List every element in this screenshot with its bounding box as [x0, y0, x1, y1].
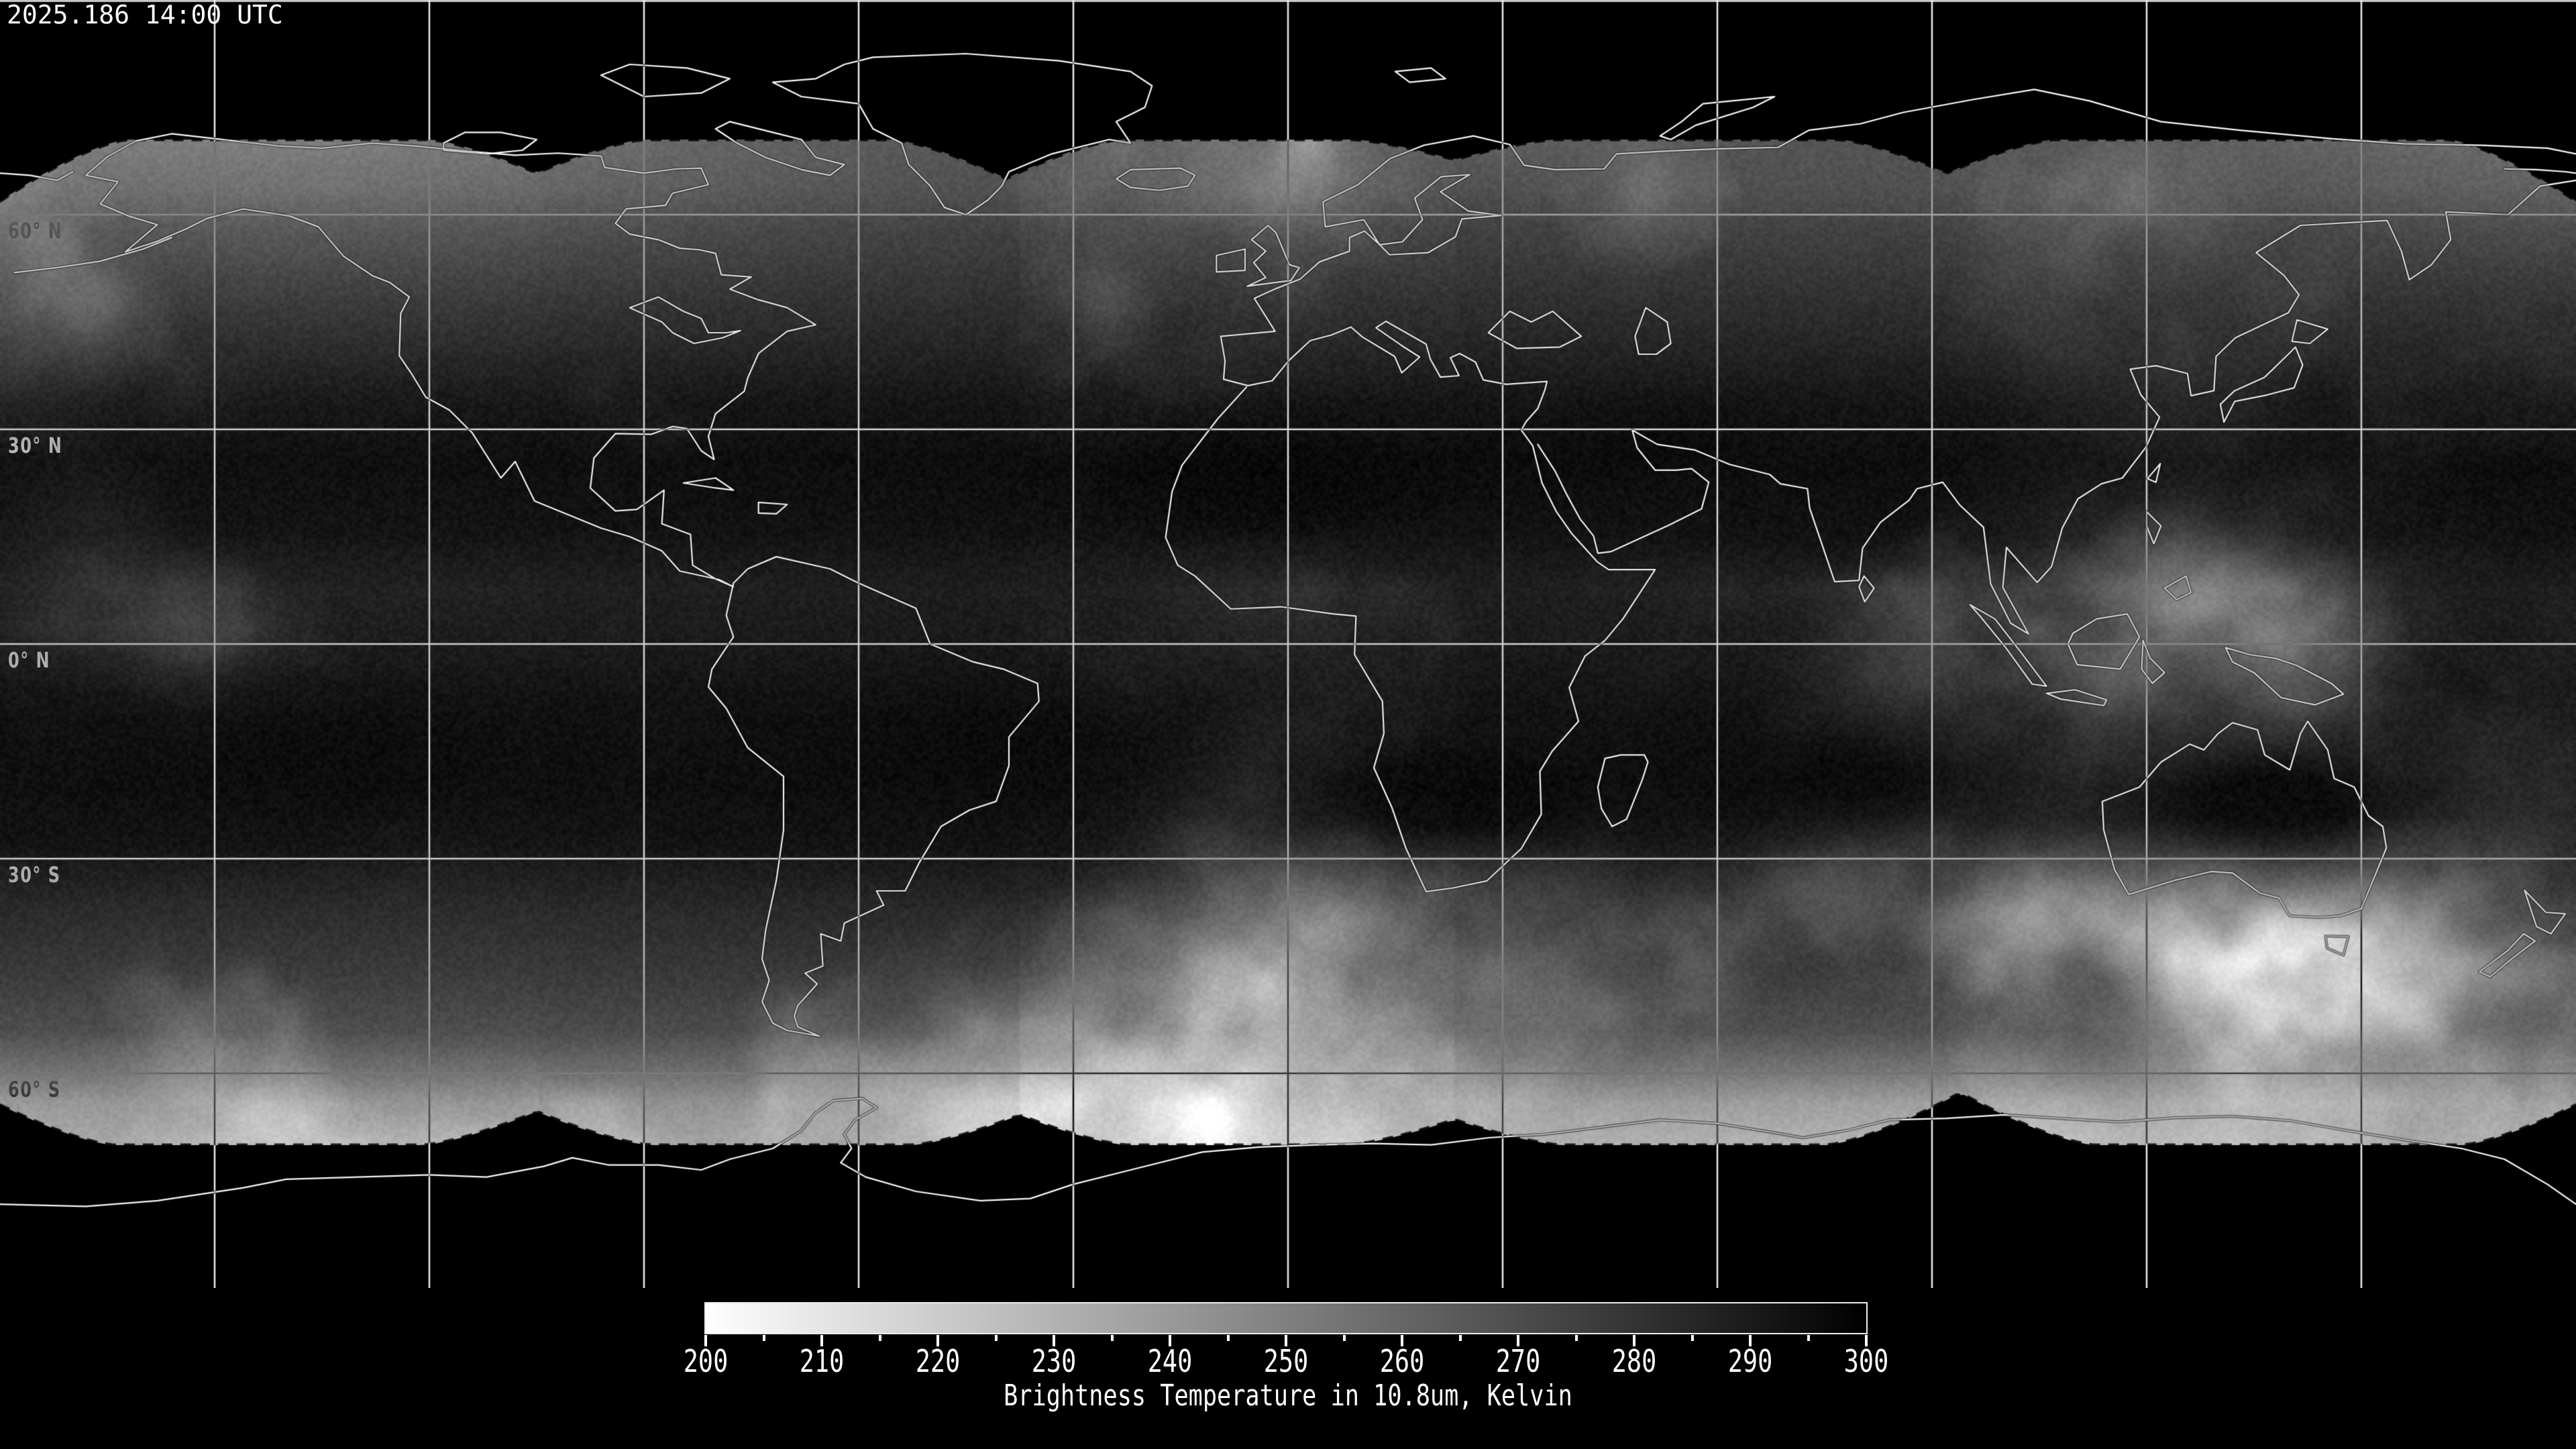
colorbar-tick [1401, 1335, 1403, 1346]
colorbar-tick [1865, 1335, 1868, 1346]
colorbar-tick-label: 260 [1379, 1343, 1425, 1379]
colorbar-tick [704, 1335, 707, 1346]
latitude-label: 0° N [8, 647, 51, 673]
colorbar-tick [1517, 1335, 1519, 1346]
latitude-label: 30° S [8, 862, 61, 888]
colorbar-tick [994, 1335, 998, 1341]
colorbar-tick-label: 250 [1263, 1343, 1309, 1379]
colorbar-tick [1574, 1335, 1578, 1341]
colorbar-tick [1226, 1335, 1230, 1341]
colorbar-tick [1053, 1335, 1055, 1346]
colorbar-tick-label: 230 [1031, 1343, 1077, 1379]
colorbar-tick-label: 240 [1147, 1343, 1193, 1379]
colorbar-tick-label: 210 [799, 1343, 845, 1379]
colorbar-caption: Brightness Temperature in 10.8um, Kelvin [1004, 1379, 1572, 1413]
colorbar-tick [820, 1335, 823, 1346]
colorbar-tick [762, 1335, 765, 1341]
colorbar-tick [878, 1335, 881, 1341]
latitude-label: 60° S [8, 1077, 61, 1102]
colorbar-tick [1110, 1335, 1114, 1341]
colorbar-tick [1169, 1335, 1171, 1346]
colorbar-tick [1633, 1335, 1635, 1346]
timestamp: 2025.186 14:00 UTC [7, 0, 283, 30]
colorbar-tick [1690, 1335, 1694, 1341]
colorbar-tick-label: 280 [1611, 1343, 1657, 1379]
colorbar-gradient [704, 1302, 1868, 1334]
colorbar-tick-label: 200 [683, 1343, 729, 1379]
colorbar-tick-label: 220 [915, 1343, 961, 1379]
colorbar-tick [1458, 1335, 1462, 1341]
colorbar-tick [1749, 1335, 1752, 1346]
latitude-label: 60° N [8, 218, 63, 244]
latitude-label: 30° N [8, 433, 63, 458]
colorbar-tick-label: 300 [1843, 1343, 1889, 1379]
colorbar-tick-label: 290 [1727, 1343, 1773, 1379]
colorbar-tick-label: 270 [1495, 1343, 1541, 1379]
colorbar-tick [1807, 1335, 1810, 1341]
colorbar-tick [1342, 1335, 1346, 1341]
world-ir-map-canvas [0, 0, 2576, 1288]
colorbar-tick [1285, 1335, 1287, 1346]
colorbar-tick [936, 1335, 939, 1346]
